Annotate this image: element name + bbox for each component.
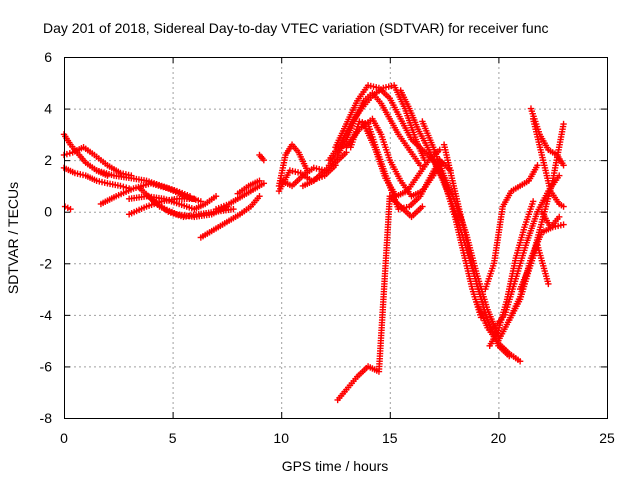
data-point bbox=[556, 213, 563, 221]
x-tick-label: 20 bbox=[491, 430, 507, 446]
y-axis-title: SDTVAR / TECUs bbox=[5, 182, 21, 294]
data-point bbox=[212, 193, 220, 200]
data-point bbox=[534, 162, 541, 169]
x-tick-label: 25 bbox=[599, 430, 615, 446]
data-point bbox=[529, 198, 537, 205]
y-tick-label: 0 bbox=[44, 204, 52, 220]
data-point bbox=[260, 180, 268, 187]
data-point bbox=[560, 221, 567, 228]
x-axis-title: GPS time / hours bbox=[282, 458, 389, 474]
data-point bbox=[516, 358, 524, 365]
data-point bbox=[560, 203, 567, 210]
data-point bbox=[417, 162, 424, 169]
y-tick-label: 6 bbox=[44, 49, 52, 65]
data-point bbox=[556, 172, 563, 179]
data-point bbox=[67, 205, 74, 213]
y-tick-label: -6 bbox=[40, 358, 53, 374]
axis-ticks: 0 5 10 15 20 25 -8 -6 -4 -2 0 2 4 6 bbox=[40, 49, 615, 446]
data-point bbox=[117, 182, 124, 190]
data-point bbox=[256, 193, 263, 200]
data-point bbox=[120, 183, 127, 190]
y-tick-label: -8 bbox=[40, 410, 53, 426]
x-tick-label: 10 bbox=[273, 430, 289, 446]
data-point bbox=[545, 280, 552, 288]
plot-frame bbox=[64, 57, 608, 419]
y-tick-label: -4 bbox=[40, 307, 53, 323]
x-tick-label: 15 bbox=[382, 430, 398, 446]
data-point bbox=[436, 146, 443, 154]
data-point bbox=[560, 162, 567, 169]
data-point bbox=[260, 156, 268, 164]
data-point bbox=[256, 177, 263, 184]
x-tick-label: 5 bbox=[169, 430, 177, 446]
data-point bbox=[419, 203, 426, 210]
y-tick-label: 4 bbox=[44, 101, 52, 117]
data-point bbox=[560, 120, 567, 128]
y-tick-label: -2 bbox=[40, 255, 53, 271]
x-tick-label: 0 bbox=[60, 430, 68, 446]
data-point bbox=[66, 150, 73, 157]
data-points bbox=[60, 82, 567, 404]
data-point bbox=[191, 195, 198, 203]
chart-title: Day 201 of 2018, Sidereal Day-to-day VTE… bbox=[43, 20, 549, 36]
data-point bbox=[230, 205, 237, 213]
y-tick-label: 2 bbox=[44, 152, 52, 168]
data-point bbox=[356, 118, 363, 125]
